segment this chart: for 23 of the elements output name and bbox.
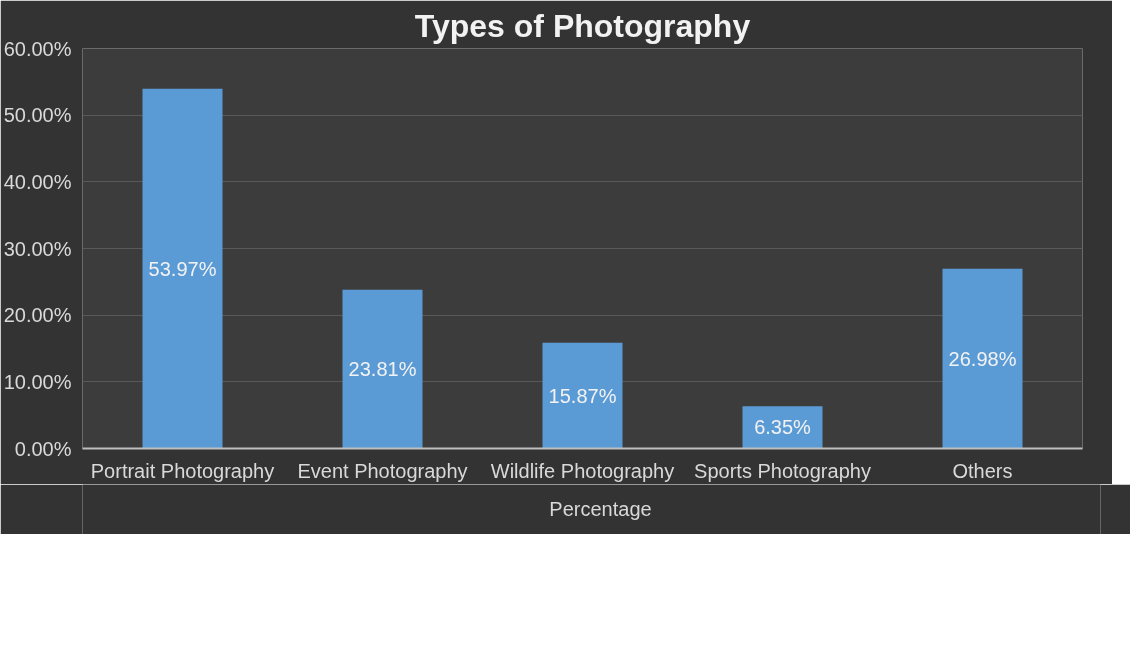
x-tick-label: Event Photography xyxy=(297,459,468,482)
data-label: 6.35% xyxy=(754,416,812,439)
data-label: 26.98% xyxy=(948,347,1017,370)
x-tick-label: Wildlife Photography xyxy=(490,459,675,482)
x-tick-label: Portrait Photography xyxy=(90,459,275,482)
bar xyxy=(342,289,423,449)
y-tick-label: 10.00% xyxy=(3,370,72,393)
bar xyxy=(542,342,623,449)
y-tick-label: 30.00% xyxy=(3,237,72,260)
bar xyxy=(942,268,1023,449)
text: Percentage xyxy=(549,497,652,521)
y-tick-label: 0.00% xyxy=(14,437,72,460)
data-label: 15.87% xyxy=(548,384,617,407)
y-tick-label: 50.00% xyxy=(3,104,72,127)
y-tick-label: 20.00% xyxy=(3,304,72,327)
x-tick-label: Sports Photography xyxy=(694,459,871,482)
y-tick-label: 60.00% xyxy=(3,37,72,60)
data-label: 53.97% xyxy=(148,257,217,280)
y-tick-label: 40.00% xyxy=(3,170,72,193)
data-label: 23.81% xyxy=(348,358,417,381)
chart-title: Types of Photography xyxy=(414,7,751,44)
x-tick-label: Others xyxy=(952,459,1013,482)
bar xyxy=(142,88,223,449)
